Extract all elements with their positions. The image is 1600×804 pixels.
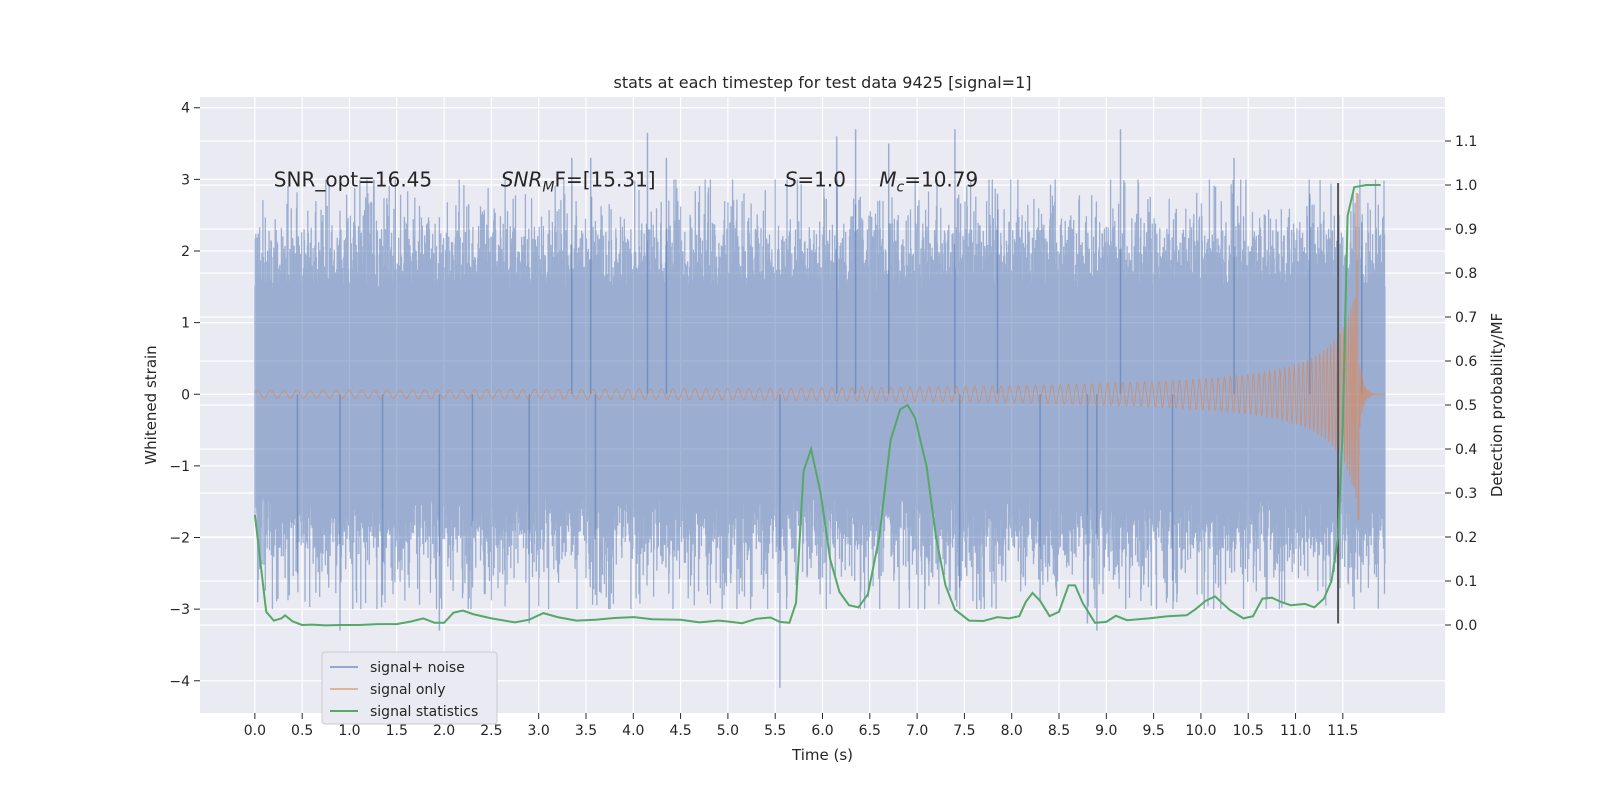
y-tick-label: −3 [169, 602, 190, 618]
annotation-rest: =1.0 [797, 167, 846, 191]
x-tick-label: 1.5 [386, 723, 408, 739]
x-tick-label: 0.0 [244, 723, 266, 739]
y2-axis-label: Detection probability/MF [1488, 313, 1506, 497]
y-tick-label: 4 [181, 101, 190, 117]
x-tick-label: 0.5 [291, 723, 313, 739]
annotation-rest: F=[15.31] [554, 167, 655, 191]
y2-tick-label: 0.1 [1455, 574, 1477, 590]
signal-series [254, 193, 1386, 521]
x-tick-label: 8.5 [1048, 723, 1070, 739]
x-tick-label: 11.0 [1280, 723, 1311, 739]
x-tick-label: 1.0 [338, 723, 360, 739]
y-tick-label: 1 [181, 316, 190, 332]
axis-ticks: 0.0 0.5 1.0 1.5 2.0 2.5 3.0 3.5 4.0 4.5 5.0 5.5 6.0 6… [169, 101, 1477, 739]
y-axis-label: Whitened strain [142, 345, 160, 464]
y-tick-label: 3 [181, 172, 190, 188]
chart-title: stats at each timestep for test data 942… [613, 73, 1031, 92]
x-tick-label: 9.5 [1142, 723, 1164, 739]
noise-series [254, 129, 1386, 688]
x-tick-label: 10.0 [1185, 723, 1216, 739]
annotation-main: M [879, 167, 896, 191]
y2-tick-label: 0.5 [1455, 398, 1477, 414]
x-tick-label: 5.5 [764, 723, 786, 739]
annotations: SNR_opt=16.45 SNRMF=[15.31] S=1.0 Mc=10.79 [274, 167, 978, 195]
y-tick-label: −1 [169, 459, 190, 475]
x-tick-label: 4.0 [622, 723, 644, 739]
annotation-3: Mc=10.79 [879, 167, 978, 195]
x-tick-label: 10.5 [1233, 723, 1264, 739]
annotation-main: SNR_opt=16.45 [274, 167, 432, 191]
y-tick-label: 0 [181, 387, 190, 403]
y2-tick-label: 0.2 [1455, 530, 1477, 546]
x-tick-label: 6.0 [811, 723, 833, 739]
y2-tick-label: 1.0 [1455, 178, 1477, 194]
y2-tick-label: 0.4 [1455, 442, 1477, 458]
x-tick-label: 11.5 [1327, 723, 1358, 739]
annotation-sub: c [897, 179, 905, 195]
y2-tick-label: 0.7 [1455, 310, 1477, 326]
y2-tick-label: 0.8 [1455, 266, 1477, 282]
x-tick-label: 7.5 [953, 723, 975, 739]
signal-line [254, 193, 1386, 521]
x-tick-label: 3.5 [575, 723, 597, 739]
y2-tick-label: 1.1 [1455, 134, 1477, 150]
x-tick-label: 9.0 [1095, 723, 1117, 739]
y-tick-label: −2 [169, 531, 190, 547]
x-tick-label: 7.0 [906, 723, 928, 739]
x-tick-label: 5.0 [717, 723, 739, 739]
stats-line [253, 184, 1381, 627]
y2-tick-label: 0.3 [1455, 486, 1477, 502]
legend-label: signal statistics [370, 704, 478, 720]
annotation-rest: =10.79 [904, 167, 978, 191]
x-axis-label: Time (s) [791, 746, 853, 764]
x-tick-label: 4.5 [669, 723, 691, 739]
annotation-main: S [785, 167, 798, 191]
x-tick-label: 2.0 [433, 723, 455, 739]
legend-label: signal+ noise [370, 660, 465, 676]
x-tick-label: 2.5 [480, 723, 502, 739]
x-tick-label: 3.0 [528, 723, 550, 739]
legend-box [321, 651, 498, 725]
stats-series [253, 184, 1381, 627]
annotation-main: SNR [501, 167, 543, 191]
y-tick-label: −4 [169, 674, 190, 690]
y2-tick-label: 0.6 [1455, 354, 1477, 370]
y2-tick-label: 0.0 [1455, 618, 1477, 634]
annotation-1: SNRMF=[15.31] [501, 167, 656, 195]
legend: signal+ noise signal only signal statistic… [321, 651, 498, 725]
x-tick-label: 8.0 [1001, 723, 1023, 739]
y2-tick-label: 0.9 [1455, 222, 1477, 238]
annotation-0: SNR_opt=16.45 [274, 167, 432, 191]
annotation-2: S=1.0 [785, 167, 846, 191]
annotation-sub: M [542, 179, 554, 195]
y-tick-label: 2 [181, 244, 190, 260]
x-tick-label: 6.5 [859, 723, 881, 739]
legend-label: signal only [370, 682, 445, 698]
